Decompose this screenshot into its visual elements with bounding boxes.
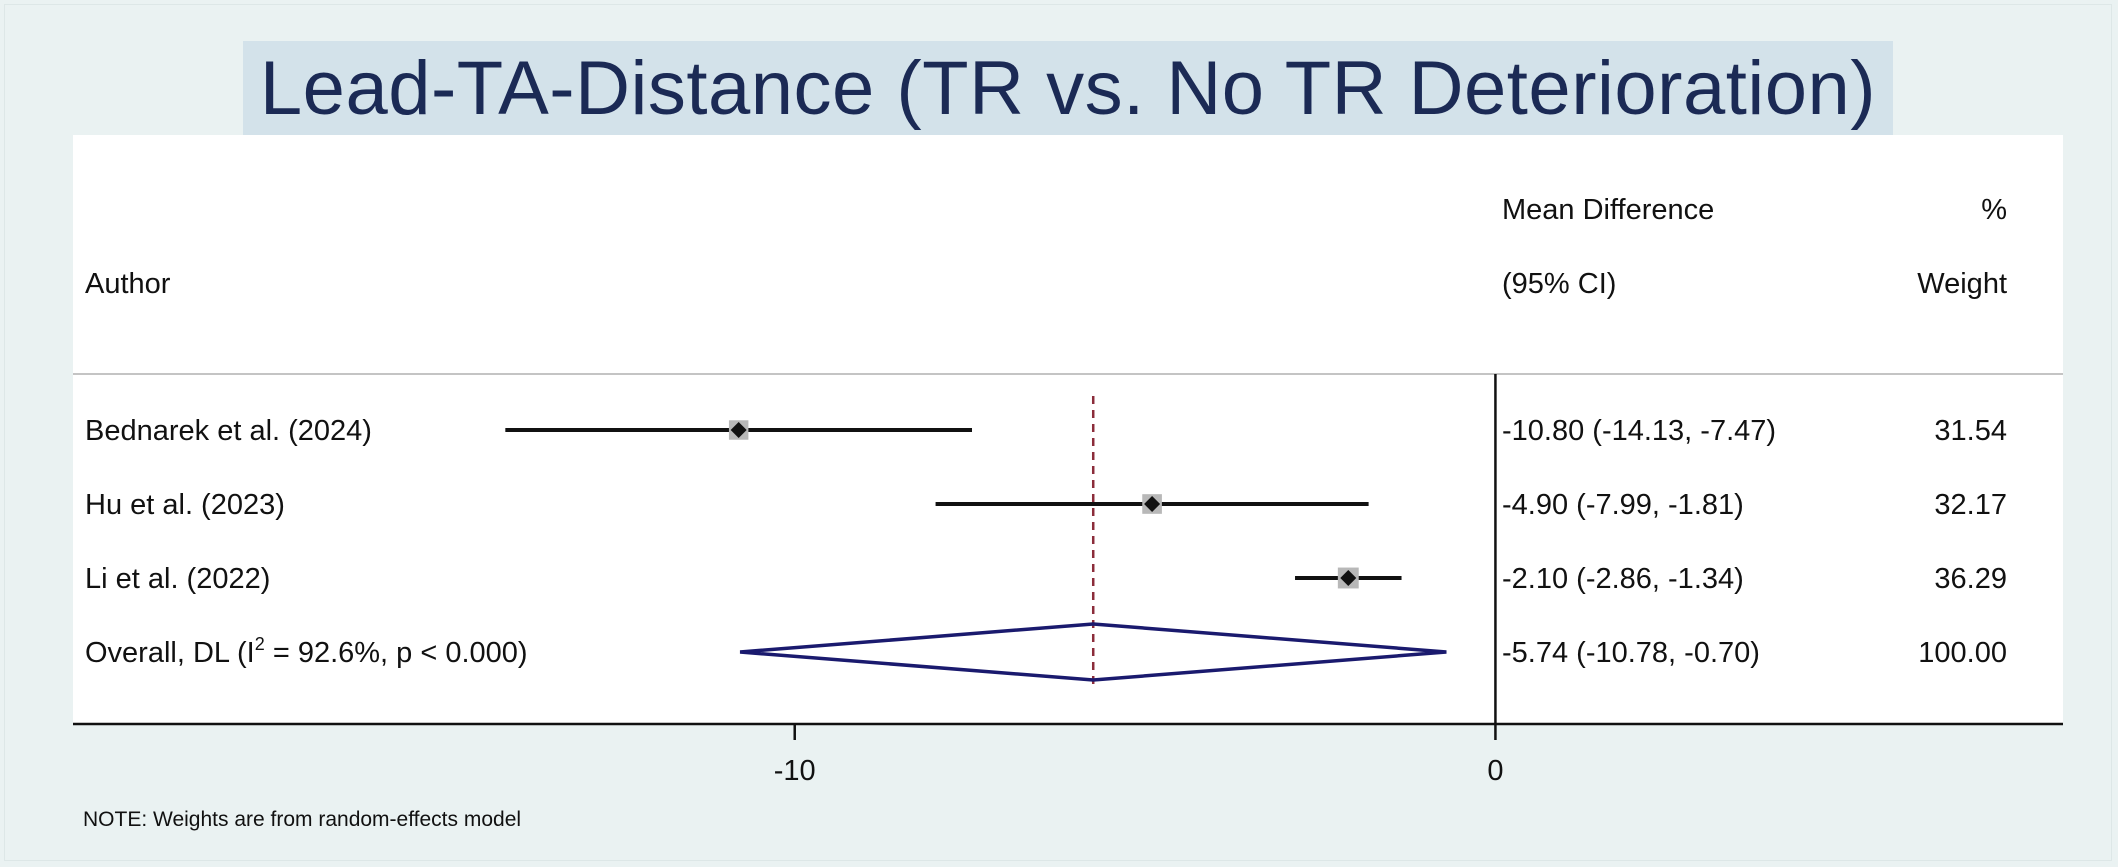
weights-note: NOTE: Weights are from random-effects mo… [83,808,522,831]
header-weight: Weight [1917,268,2007,300]
point-estimate [1144,496,1161,512]
plot-marks [505,374,1497,724]
study-weight: 36.29 [1934,563,2007,595]
figure-frame [4,4,2112,861]
chart-title: Lead-TA-Distance (TR vs. No TR Deteriora… [259,45,1877,131]
title-band [243,41,1893,135]
study-weight: 32.17 [1934,489,2007,521]
header-author: Author [85,268,171,300]
header-ci: (95% CI) [1502,268,1616,300]
x-tick-label: 0 [1487,755,1503,787]
overall-diamond [739,622,1447,682]
header-mean-difference: Mean Difference [1502,194,1714,226]
study-ci: -10.80 (-14.13, -7.47) [1502,415,1776,447]
study-author: Hu et al. (2023) [85,489,285,521]
x-tick-label: -10 [774,755,816,787]
study-rows: Bednarek et al. (2024) -10.80 (-14.13, -7… [85,415,2007,669]
x-axis: -10 0 [73,722,2063,787]
study-ci: -2.10 (-2.86, -1.34) [1502,563,1744,595]
overall-weight: 100.00 [1918,637,2007,669]
study-ci: -4.90 (-7.99, -1.81) [1502,489,1744,521]
overall-ci: -5.74 (-10.78, -0.70) [1502,637,1760,669]
study-author: Bednarek et al. (2024) [85,415,372,447]
point-estimate [1340,570,1357,586]
study-author: Li et al. (2022) [85,563,270,595]
overall-label: Overall, DL (I2 = 92.6%, p < 0.000) [85,634,528,669]
header-percent: % [1981,194,2007,226]
study-weight: 31.54 [1934,415,2007,447]
point-estimate [730,422,747,438]
